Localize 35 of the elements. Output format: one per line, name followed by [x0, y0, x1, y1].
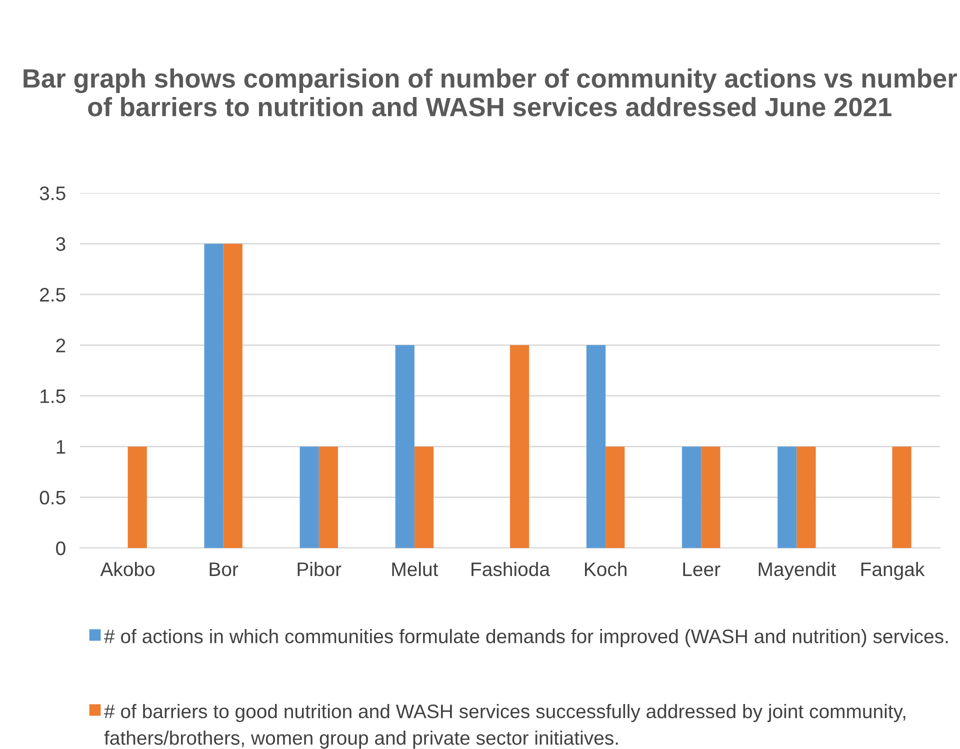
x-tick-label: Fangak	[861, 562, 925, 580]
bar	[395, 345, 414, 548]
y-tick-label: 3	[56, 237, 66, 251]
bar	[414, 446, 434, 548]
bar	[300, 446, 319, 548]
x-tick-label: Koch	[584, 562, 626, 576]
legend-label: # of actions in which communities formulate demands for improved (WASH and nutrition) services.	[104, 629, 948, 648]
y-tick-label: 2.5	[40, 288, 66, 302]
bar	[796, 446, 816, 548]
bar	[892, 446, 912, 548]
bar	[586, 345, 606, 548]
y-tick-label: 2	[56, 338, 66, 352]
bar	[606, 446, 625, 548]
x-tick-label: Akobo	[100, 562, 155, 576]
x-tick-label: Leer	[683, 562, 720, 576]
bar	[778, 446, 797, 548]
x-tick-label: Melut	[392, 562, 438, 576]
y-tick-label: 3.5	[40, 186, 66, 200]
bar	[682, 446, 702, 548]
legend-label: # of barriers to good nutrition and WASH services successfully addressed by joint community, fathers/brothers, women group and private sector initiatives.	[104, 704, 906, 749]
bar	[204, 244, 224, 548]
y-tick-label: 0.5	[40, 490, 66, 505]
x-tick-label: Fashioda	[472, 562, 550, 576]
x-tick-label: Mayendit	[758, 562, 836, 580]
y-tick-label: 1	[56, 440, 66, 454]
bar	[318, 446, 338, 548]
y-tick-label: 0	[56, 541, 66, 556]
chart-title: Bar graph shows comparision of number of community actions vs number of barriers to nutrition and WASH services addressed June 2021	[24, 68, 957, 116]
x-tick-label: Bor	[210, 562, 238, 576]
x-tick-label: Pibor	[298, 562, 342, 576]
bar	[223, 244, 242, 548]
bar	[128, 446, 147, 548]
bar	[701, 446, 720, 548]
bar	[510, 345, 530, 548]
y-tick-label: 1.5	[40, 390, 66, 404]
